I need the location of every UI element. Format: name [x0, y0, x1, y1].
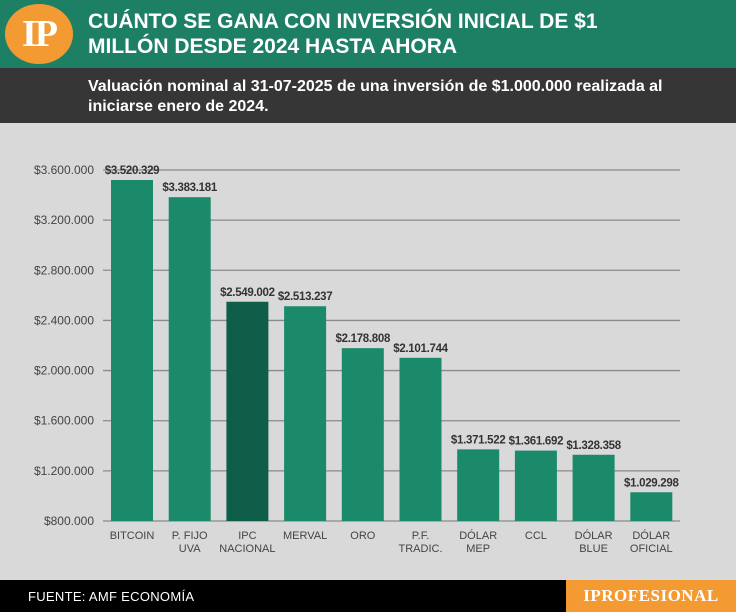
source-note: FUENTE: AMF ECONOMÍA [28, 589, 195, 604]
x-tick-label: NACIONAL [219, 543, 275, 555]
x-tick-label: MEP [466, 543, 490, 555]
data-label: $3.520.329 [105, 165, 160, 177]
chart-title: CUÁNTO SE GANA CON INVERSIÓN INICIAL DE … [88, 10, 598, 58]
x-tick-label: TRADIC. [399, 543, 443, 555]
subtitle-bar: Valuación nominal al 31-07-2025 de una i… [0, 68, 736, 123]
bar [111, 179, 153, 521]
header-bar: IP CUÁNTO SE GANA CON INVERSIÓN INICIAL … [0, 0, 736, 68]
bar [572, 454, 615, 521]
brand-logo: IPROFESIONAL [566, 580, 736, 612]
y-tick-label: $2.400.000 [34, 313, 94, 327]
data-label: $1.328.358 [566, 440, 621, 452]
data-label: $2.549.002 [220, 287, 275, 299]
data-label: $2.513.237 [278, 291, 333, 303]
data-label: $3.383.181 [162, 182, 217, 194]
bar [284, 306, 327, 521]
x-tick-label: ORO [350, 530, 376, 542]
data-label: $1.361.692 [509, 436, 564, 448]
x-tick-label: CCL [525, 530, 547, 542]
y-tick-label: $3.600.000 [34, 163, 94, 177]
data-label: $1.029.298 [624, 477, 679, 489]
x-tick-label: DÓLAR [575, 529, 613, 542]
bar [226, 301, 269, 521]
x-tick-label: IPC [238, 530, 256, 542]
y-tick-label: $3.200.000 [34, 213, 94, 227]
bar [399, 357, 442, 521]
x-tick-label: DÓLAR [459, 529, 497, 542]
ip-logo: IP [5, 4, 73, 64]
chart-subtitle: Valuación nominal al 31-07-2025 de una i… [88, 78, 663, 115]
bar [514, 450, 557, 521]
x-tick-label: P. FIJO [172, 530, 208, 542]
y-tick-label: $1.600.000 [34, 414, 94, 428]
data-label: $2.101.744 [393, 343, 448, 355]
y-tick-label: $2.000.000 [34, 364, 94, 378]
x-tick-label: BITCOIN [110, 530, 155, 542]
bar [341, 348, 384, 521]
x-tick-label: BLUE [579, 543, 608, 555]
y-tick-label: $2.800.000 [34, 263, 94, 277]
bar [630, 492, 673, 521]
footer-bar: FUENTE: AMF ECONOMÍA IPROFESIONAL [0, 580, 736, 612]
data-label: $2.178.808 [336, 333, 391, 345]
y-tick-label: $1.200.000 [34, 464, 94, 478]
bar-chart: $800.000 $1.200.000 $1.600.000 $2.000.000 $2… [34, 163, 680, 555]
bar [457, 449, 500, 521]
data-label: $1.371.522 [451, 434, 506, 446]
x-tick-label: UVA [179, 543, 201, 555]
x-tick-label: MERVAL [283, 530, 327, 542]
x-tick-label: P.F. [412, 530, 430, 542]
bar [168, 197, 211, 521]
x-tick-label: DÓLAR [632, 529, 670, 542]
y-tick-label: $800.000 [44, 514, 94, 528]
x-tick-label: OFICIAL [630, 543, 673, 555]
